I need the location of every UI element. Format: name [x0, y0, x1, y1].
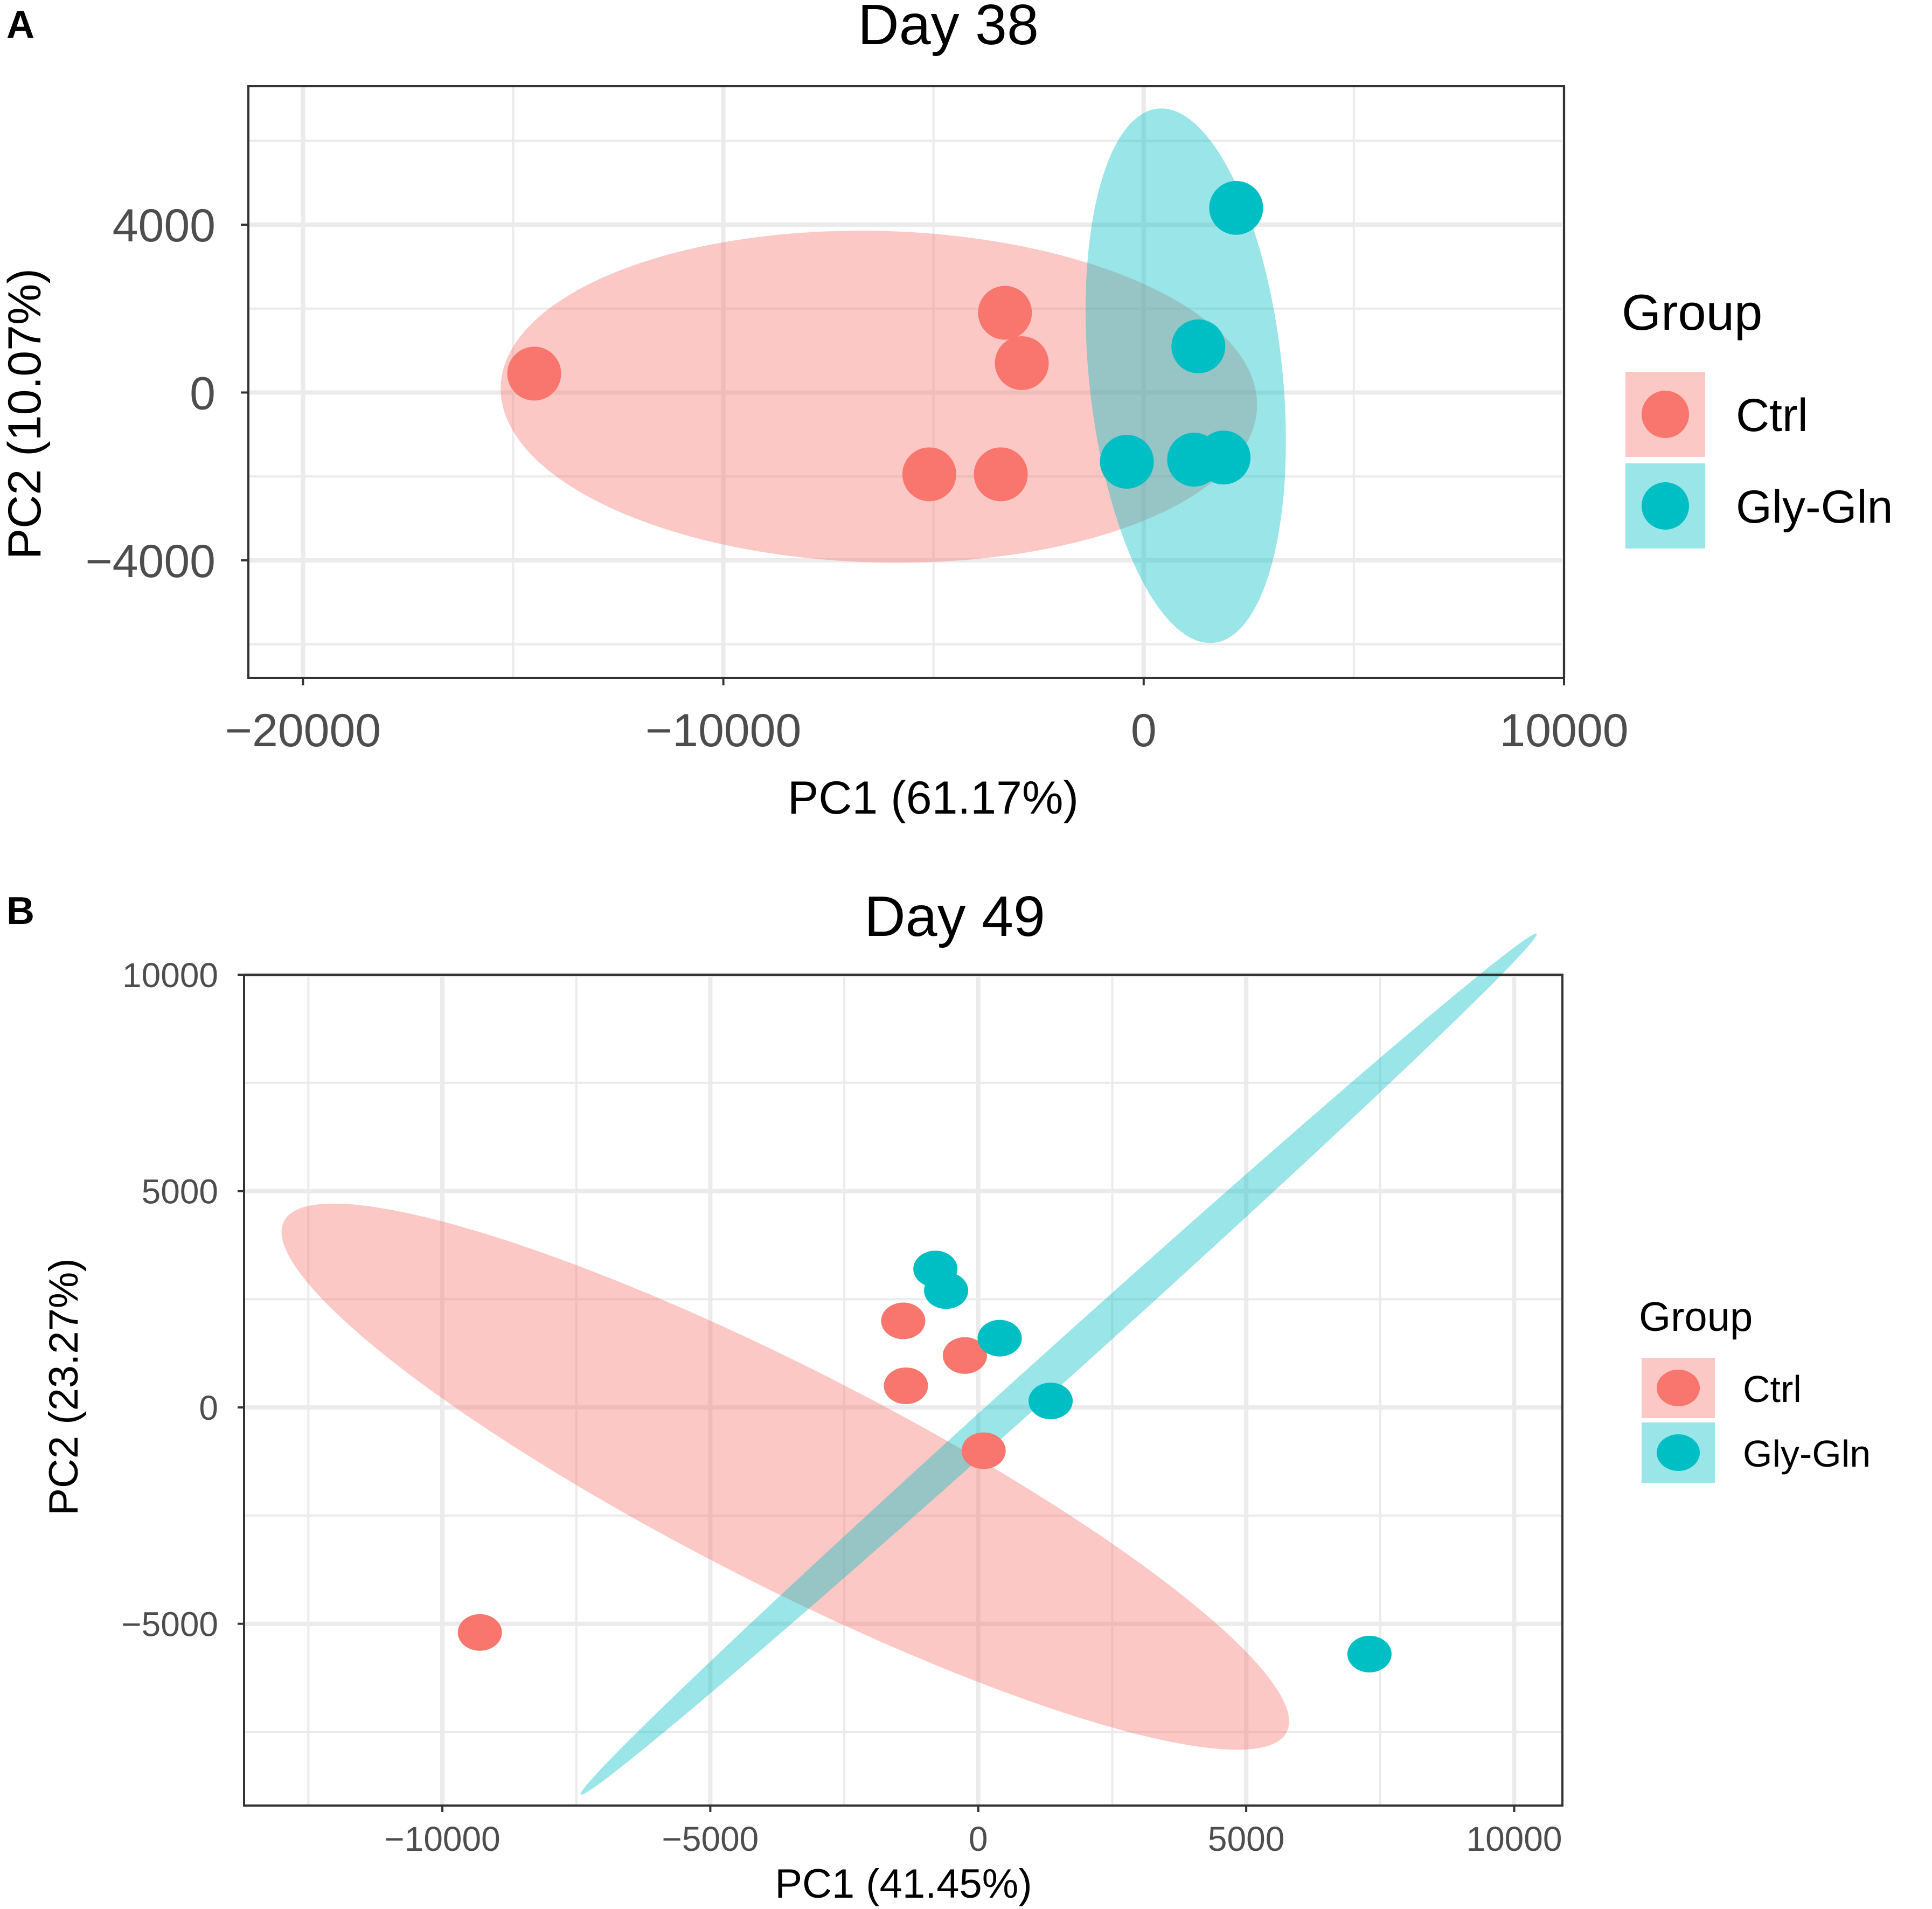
- x-tick-label: −5000: [662, 1820, 759, 1858]
- x-tick-label: 10000: [1499, 705, 1628, 756]
- confidence-ellipse-glygln: [580, 933, 1537, 1795]
- data-point-ctrl: [961, 1432, 1006, 1469]
- data-point-ctrl: [884, 1367, 928, 1404]
- panel-a-legend-key-ctrl: [1642, 391, 1689, 438]
- data-point-glygln: [1171, 319, 1226, 373]
- data-point-ctrl: [457, 1614, 502, 1651]
- panel-a-ylabel: PC2 (10.07%): [0, 268, 51, 559]
- data-point-glygln: [1209, 181, 1263, 235]
- data-point-ctrl: [942, 1337, 987, 1374]
- panel-b-plot-border: [243, 974, 1563, 1807]
- data-point-ctrl: [902, 447, 956, 502]
- x-tick-label: 5000: [1208, 1820, 1284, 1858]
- x-tick-label: 0: [969, 1820, 988, 1858]
- y-tick-label: 0: [190, 367, 216, 419]
- x-tick-label: 10000: [1466, 1820, 1562, 1858]
- data-point-ctrl: [995, 336, 1049, 390]
- data-point-ctrl: [507, 346, 561, 401]
- x-tick-label: −10000: [645, 705, 801, 756]
- panel-a-ellipses: [501, 108, 1286, 643]
- panel-b-x-axis: −10000 −5000 0 5000 10000: [384, 1806, 1562, 1858]
- y-tick-label: 4000: [113, 200, 216, 252]
- y-tick-label: 5000: [142, 1172, 218, 1211]
- panel-b-plot-area: [243, 933, 1563, 1807]
- panel-a-label: A: [6, 3, 34, 46]
- x-tick-label: −20000: [225, 705, 381, 756]
- panel-a-points: [507, 181, 1263, 502]
- panel-a: A Day 38 PC1 (61.17%) PC2 (10.07%) −2000…: [0, 0, 1893, 824]
- panel-a-title: Day 38: [858, 0, 1039, 57]
- data-point-glygln: [924, 1272, 969, 1309]
- y-tick-label: −4000: [85, 536, 216, 587]
- data-point-glygln: [1100, 434, 1154, 489]
- confidence-ellipse-ctrl: [501, 231, 1257, 563]
- panel-b-legend-label-glygln: Gly-Gln: [1743, 1433, 1871, 1475]
- y-tick-label: −5000: [121, 1605, 218, 1644]
- panel-b-ellipses: [281, 933, 1537, 1795]
- data-point-ctrl: [978, 286, 1032, 340]
- data-point-glygln: [977, 1320, 1022, 1357]
- panel-a-legend-key-glygln: [1642, 482, 1689, 530]
- panel-a-legend: Group Ctrl Gly-Gln: [1622, 284, 1893, 549]
- panel-a-xlabel: PC1 (61.17%): [788, 772, 1079, 824]
- data-point-glygln: [1028, 1383, 1073, 1420]
- panel-b-legend-title: Group: [1639, 1294, 1753, 1340]
- panel-a-plot-background: [248, 86, 1564, 678]
- panel-a-y-axis: −4000 0 4000: [85, 200, 248, 587]
- panel-b-y-axis: −5000 0 5000 10000: [121, 956, 244, 1644]
- panel-a-legend-title: Group: [1622, 284, 1762, 341]
- panel-a-plot-area: [247, 85, 1566, 679]
- panel-b-legend-key-glygln: [1657, 1434, 1700, 1471]
- y-tick-label: 0: [199, 1389, 218, 1427]
- confidence-ellipse-ctrl: [281, 1203, 1289, 1750]
- panel-b-xlabel: PC1 (41.45%): [775, 1861, 1032, 1906]
- panel-b-legend-key-ctrl: [1657, 1370, 1700, 1406]
- data-point-ctrl: [881, 1302, 926, 1339]
- panel-a-plot-border: [247, 85, 1565, 679]
- x-tick-label: 0: [1131, 705, 1157, 756]
- data-point-glygln: [1347, 1635, 1392, 1672]
- panel-a-legend-label-ctrl: Ctrl: [1736, 390, 1808, 441]
- panel-a-x-axis: −20000 −10000 0 10000: [225, 678, 1629, 756]
- y-tick-label: 10000: [122, 956, 218, 995]
- panel-b-legend: Group Ctrl Gly-Gln: [1639, 1294, 1871, 1483]
- panel-b-points: [457, 1251, 1392, 1672]
- panel-b-label: B: [6, 890, 34, 933]
- confidence-ellipse-glygln: [1085, 108, 1286, 643]
- panel-b-title: Day 49: [864, 885, 1045, 948]
- x-tick-label: −10000: [384, 1820, 500, 1858]
- panel-b-legend-label-ctrl: Ctrl: [1743, 1368, 1802, 1410]
- data-point-ctrl: [974, 447, 1028, 502]
- panel-b-ylabel: PC2 (23.27%): [41, 1258, 87, 1515]
- panel-b: B Day 49 PC1 (41.45%) PC2 (23.27%) −1000…: [6, 885, 1871, 1907]
- data-point-glygln: [1197, 431, 1251, 485]
- panel-a-legend-label-glygln: Gly-Gln: [1736, 481, 1893, 533]
